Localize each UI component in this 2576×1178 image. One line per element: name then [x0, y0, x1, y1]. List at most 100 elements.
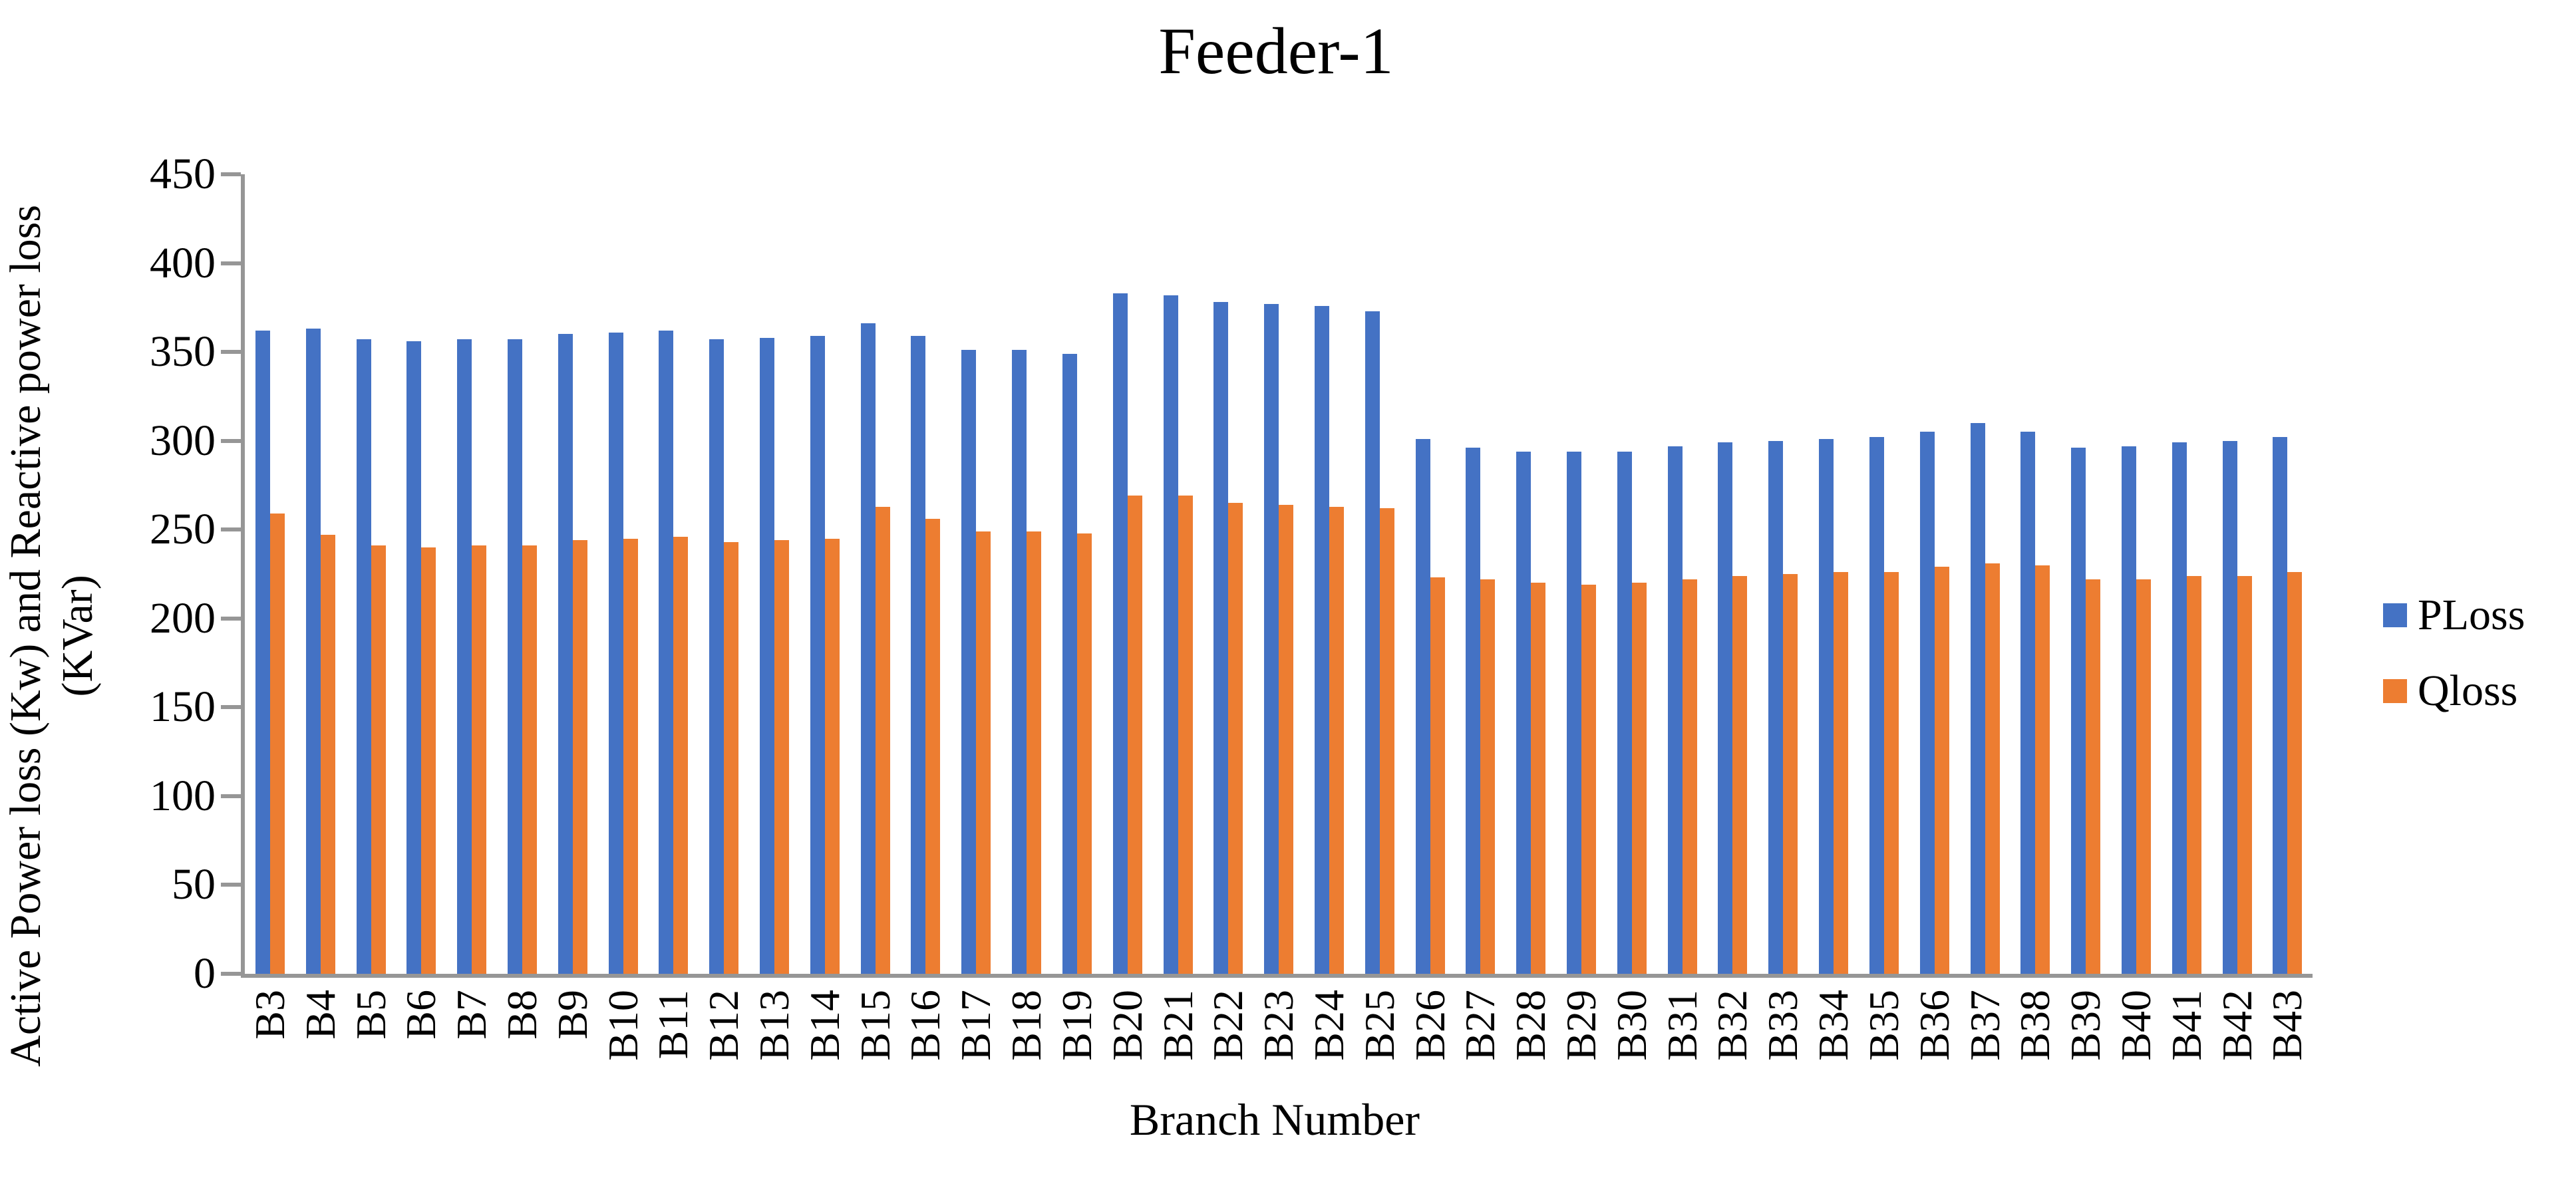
x-axis-title: Branch Number: [1129, 1094, 1420, 1145]
x-tick-label-b10: B10: [599, 990, 647, 1061]
bar-qloss-b35: [1883, 572, 1899, 974]
y-tick-mark-300: [221, 438, 241, 443]
bar-ploss-b22: [1213, 302, 1229, 974]
bar-qloss-b43: [2287, 572, 2303, 974]
bar-group-b23: [1253, 174, 1304, 974]
bar-ploss-b31: [1667, 446, 1683, 974]
bar-ploss-b8: [507, 339, 522, 974]
y-tick-label-150: 150: [150, 682, 216, 732]
y-tick-mark-450: [221, 172, 241, 176]
x-tick-label-b35: B35: [1859, 990, 1907, 1061]
bar-ploss-b19: [1062, 353, 1077, 974]
x-tick-label-b28: B28: [1507, 990, 1555, 1061]
x-tick-label-b8: B8: [498, 990, 546, 1040]
x-tick-label-b31: B31: [1658, 990, 1706, 1061]
bar-qloss-b9: [572, 540, 587, 974]
bar-ploss-b21: [1163, 295, 1178, 974]
legend-label-ploss: PLoss: [2418, 591, 2525, 639]
y-tick-mark-400: [221, 261, 241, 265]
bar-ploss-b13: [760, 337, 775, 974]
bar-group-b14: [800, 174, 850, 974]
x-tick-label-b15: B15: [851, 990, 899, 1061]
bar-group-b18: [1001, 174, 1052, 974]
bar-group-b26: [1405, 174, 1456, 974]
x-tick-label-b25: B25: [1355, 990, 1403, 1061]
y-tick-label-250: 250: [150, 505, 216, 554]
bar-ploss-b37: [1970, 422, 1985, 974]
bar-ploss-b3: [255, 331, 270, 974]
bar-ploss-b28: [1516, 451, 1531, 974]
bar-ploss-b25: [1365, 311, 1380, 974]
bar-qloss-b36: [1934, 567, 1949, 974]
x-tick-label-b43: B43: [2263, 990, 2311, 1061]
bar-group-b20: [1102, 174, 1153, 974]
bar-qloss-b42: [2237, 575, 2252, 974]
bar-qloss-b14: [824, 538, 840, 974]
bar-ploss-b23: [1264, 304, 1279, 974]
bar-group-b43: [2263, 174, 2313, 974]
bar-ploss-b20: [1112, 293, 1128, 974]
bar-qloss-b22: [1228, 503, 1243, 974]
bar-qloss-b19: [1076, 533, 1092, 974]
y-tick-label-450: 450: [150, 150, 216, 198]
legend-swatch-qloss-icon: [2383, 679, 2407, 703]
bar-group-b24: [1304, 174, 1355, 974]
bar-qloss-b24: [1329, 506, 1344, 974]
bar-qloss-b7: [472, 545, 487, 974]
bar-qloss-b37: [1985, 563, 2000, 974]
bar-ploss-b24: [1314, 305, 1329, 974]
bar-qloss-b21: [1178, 496, 1193, 974]
y-tick-mark-350: [221, 350, 241, 355]
x-tick-label-b9: B9: [548, 990, 596, 1040]
bar-ploss-b39: [2071, 448, 2086, 974]
bar-ploss-b16: [911, 336, 926, 974]
x-tick-label-b18: B18: [1003, 990, 1050, 1061]
bar-qloss-b26: [1430, 577, 1445, 974]
bar-group-b12: [699, 174, 749, 974]
legend-swatch-ploss-icon: [2383, 603, 2407, 627]
x-tick-label-b7: B7: [448, 990, 496, 1040]
x-tick-label-b39: B39: [2062, 990, 2110, 1061]
bar-ploss-b4: [305, 329, 321, 974]
bar-ploss-b6: [406, 341, 422, 974]
bars-container: [245, 174, 2313, 974]
bar-qloss-b17: [976, 531, 991, 974]
bar-qloss-b40: [2136, 579, 2151, 974]
bar-ploss-b12: [709, 339, 724, 974]
bar-group-b16: [901, 174, 951, 974]
bar-group-b11: [649, 174, 699, 974]
bar-ploss-b5: [356, 339, 371, 974]
x-tick-label-b5: B5: [347, 990, 395, 1040]
bar-qloss-b16: [925, 519, 941, 974]
bar-group-b6: [396, 174, 446, 974]
bar-group-b3: [245, 174, 295, 974]
bar-ploss-b40: [2121, 446, 2136, 974]
legend-item-qloss: Qloss: [2383, 669, 2525, 713]
y-tick-label-0: 0: [194, 949, 216, 998]
y-tick-label-350: 350: [150, 327, 216, 376]
x-tick-label-b41: B41: [2162, 990, 2210, 1061]
bar-qloss-b4: [320, 535, 335, 974]
y-tick-label-50: 50: [172, 860, 216, 909]
bar-qloss-b6: [421, 547, 436, 974]
x-tick-label-b4: B4: [296, 990, 344, 1040]
bar-qloss-b30: [1631, 583, 1647, 974]
bar-ploss-b26: [1415, 439, 1430, 974]
bar-qloss-b41: [2186, 575, 2201, 974]
bar-group-b29: [1556, 174, 1607, 974]
x-tick-label-b19: B19: [1052, 990, 1100, 1061]
x-tick-label-b17: B17: [952, 990, 1000, 1061]
bar-ploss-b9: [558, 334, 573, 974]
y-tick-label-400: 400: [150, 238, 216, 287]
y-tick-mark-0: [221, 972, 241, 976]
bar-group-b41: [2162, 174, 2212, 974]
y-tick-mark-200: [221, 616, 241, 621]
bar-qloss-b23: [1279, 504, 1294, 974]
bar-qloss-b32: [1732, 575, 1748, 974]
x-tick-label-b20: B20: [1103, 990, 1151, 1061]
bar-ploss-b36: [1919, 432, 1935, 974]
bar-group-b17: [951, 174, 1001, 974]
y-tick-mark-250: [221, 527, 241, 532]
bar-group-b34: [1808, 174, 1859, 974]
bar-group-b39: [2060, 174, 2111, 974]
